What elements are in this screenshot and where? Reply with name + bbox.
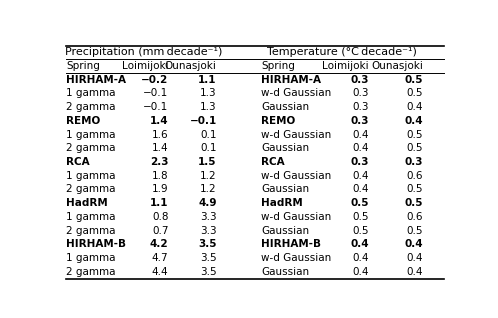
Text: −0.1: −0.1 <box>189 116 217 126</box>
Text: 0.3: 0.3 <box>353 88 369 99</box>
Text: 0.3: 0.3 <box>353 102 369 112</box>
Text: 0.5: 0.5 <box>353 212 369 222</box>
Text: RCA: RCA <box>66 157 90 167</box>
Text: REMO: REMO <box>66 116 101 126</box>
Text: 1.1: 1.1 <box>150 198 168 208</box>
Text: 0.4: 0.4 <box>406 102 423 112</box>
Text: 0.1: 0.1 <box>200 143 217 153</box>
Text: 1.3: 1.3 <box>200 88 217 99</box>
Text: Gaussian: Gaussian <box>261 102 309 112</box>
Text: Gaussian: Gaussian <box>261 225 309 236</box>
Text: 0.4: 0.4 <box>353 143 369 153</box>
Text: 0.5: 0.5 <box>404 75 423 85</box>
Text: 0.3: 0.3 <box>351 75 369 85</box>
Text: Precipitation (mm decade⁻¹): Precipitation (mm decade⁻¹) <box>65 47 222 57</box>
Text: HIRHAM-B: HIRHAM-B <box>261 239 321 249</box>
Text: Loimijoki: Loimijoki <box>323 61 369 71</box>
Text: w-d Gaussian: w-d Gaussian <box>261 212 331 222</box>
Text: −0.1: −0.1 <box>143 102 168 112</box>
Text: 2 gamma: 2 gamma <box>66 102 116 112</box>
Text: 1.4: 1.4 <box>150 116 168 126</box>
Text: HadRM: HadRM <box>66 198 108 208</box>
Text: 0.4: 0.4 <box>404 116 423 126</box>
Text: 1 gamma: 1 gamma <box>66 212 116 222</box>
Text: 1.2: 1.2 <box>200 184 217 195</box>
Text: 0.4: 0.4 <box>353 267 369 277</box>
Text: 3.3: 3.3 <box>200 212 217 222</box>
Text: Ounasjoki: Ounasjoki <box>371 61 423 71</box>
Text: 1.5: 1.5 <box>198 157 217 167</box>
Text: 1.1: 1.1 <box>198 75 217 85</box>
Text: 1 gamma: 1 gamma <box>66 88 116 99</box>
Text: 1 gamma: 1 gamma <box>66 253 116 263</box>
Text: HIRHAM-A: HIRHAM-A <box>261 75 321 85</box>
Text: 0.7: 0.7 <box>152 225 168 236</box>
Text: 0.4: 0.4 <box>406 267 423 277</box>
Text: w-d Gaussian: w-d Gaussian <box>261 253 331 263</box>
Text: 1.8: 1.8 <box>152 171 168 181</box>
Text: Temperature (°C decade⁻¹): Temperature (°C decade⁻¹) <box>267 47 417 57</box>
Text: 1.6: 1.6 <box>152 130 168 140</box>
Text: 0.5: 0.5 <box>351 198 369 208</box>
Text: Spring: Spring <box>261 61 295 71</box>
Text: 0.3: 0.3 <box>351 157 369 167</box>
Text: 0.5: 0.5 <box>406 184 423 195</box>
Text: Gaussian: Gaussian <box>261 184 309 195</box>
Text: 4.7: 4.7 <box>152 253 168 263</box>
Text: Spring: Spring <box>66 61 100 71</box>
Text: w-d Gaussian: w-d Gaussian <box>261 171 331 181</box>
Text: 1.4: 1.4 <box>152 143 168 153</box>
Text: 1.9: 1.9 <box>152 184 168 195</box>
Text: 0.6: 0.6 <box>406 171 423 181</box>
Text: Gaussian: Gaussian <box>261 143 309 153</box>
Text: 4.9: 4.9 <box>198 198 217 208</box>
Text: 0.5: 0.5 <box>406 130 423 140</box>
Text: 0.4: 0.4 <box>353 130 369 140</box>
Text: 0.4: 0.4 <box>353 184 369 195</box>
Text: 0.4: 0.4 <box>353 171 369 181</box>
Text: 1 gamma: 1 gamma <box>66 130 116 140</box>
Text: 2 gamma: 2 gamma <box>66 267 116 277</box>
Text: 1.2: 1.2 <box>200 171 217 181</box>
Text: 4.4: 4.4 <box>152 267 168 277</box>
Text: HIRHAM-B: HIRHAM-B <box>66 239 126 249</box>
Text: REMO: REMO <box>261 116 295 126</box>
Text: HadRM: HadRM <box>261 198 303 208</box>
Text: 0.6: 0.6 <box>406 212 423 222</box>
Text: 2 gamma: 2 gamma <box>66 225 116 236</box>
Text: 0.5: 0.5 <box>406 225 423 236</box>
Text: 0.4: 0.4 <box>351 239 369 249</box>
Text: 4.2: 4.2 <box>150 239 168 249</box>
Text: 0.3: 0.3 <box>404 157 423 167</box>
Text: 0.5: 0.5 <box>406 143 423 153</box>
Text: 0.1: 0.1 <box>200 130 217 140</box>
Text: 3.3: 3.3 <box>200 225 217 236</box>
Text: HIRHAM-A: HIRHAM-A <box>66 75 126 85</box>
Text: Loimijoki: Loimijoki <box>122 61 168 71</box>
Text: −0.2: −0.2 <box>141 75 168 85</box>
Text: 0.5: 0.5 <box>406 88 423 99</box>
Text: 0.4: 0.4 <box>353 253 369 263</box>
Text: 0.3: 0.3 <box>351 116 369 126</box>
Text: RCA: RCA <box>261 157 285 167</box>
Text: 3.5: 3.5 <box>200 253 217 263</box>
Text: 3.5: 3.5 <box>198 239 217 249</box>
Text: 2 gamma: 2 gamma <box>66 184 116 195</box>
Text: 0.8: 0.8 <box>152 212 168 222</box>
Text: Gaussian: Gaussian <box>261 267 309 277</box>
Text: 0.5: 0.5 <box>353 225 369 236</box>
Text: 1.3: 1.3 <box>200 102 217 112</box>
Text: 0.5: 0.5 <box>404 198 423 208</box>
Text: 2.3: 2.3 <box>150 157 168 167</box>
Text: −0.1: −0.1 <box>143 88 168 99</box>
Text: 0.4: 0.4 <box>406 253 423 263</box>
Text: 0.4: 0.4 <box>404 239 423 249</box>
Text: w-d Gaussian: w-d Gaussian <box>261 88 331 99</box>
Text: 1 gamma: 1 gamma <box>66 171 116 181</box>
Text: Ounasjoki: Ounasjoki <box>165 61 217 71</box>
Text: w-d Gaussian: w-d Gaussian <box>261 130 331 140</box>
Text: 3.5: 3.5 <box>200 267 217 277</box>
Text: 2 gamma: 2 gamma <box>66 143 116 153</box>
